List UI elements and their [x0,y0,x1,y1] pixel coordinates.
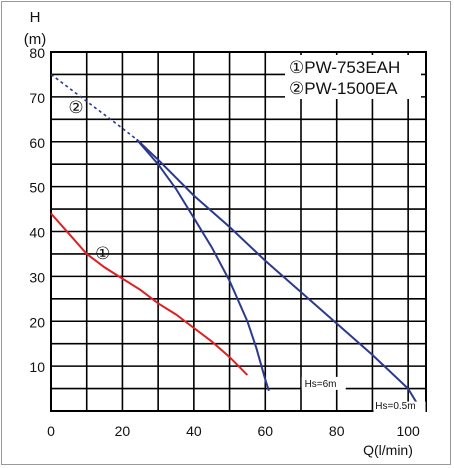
series-1-marker: ① [95,244,110,263]
x-axis-label: Q(l/min) [363,442,413,458]
grid [50,51,427,412]
tick-labels: 0 20 40 60 80 100 10 20 30 40 50 60 70 80 [29,45,420,439]
legend-entry: ②PW-1500EA [289,79,398,98]
series-line-2-branch [135,138,270,392]
x-tick-label: 80 [329,423,345,439]
series-2-marker: ② [68,98,83,117]
plot-border [50,51,427,412]
legend-box [285,55,421,99]
x-tick-label: 100 [396,423,420,439]
y-tick-label: 10 [29,359,45,375]
annotation-hs-0-5m: Hs=0.5m [373,401,426,415]
x-tick-label: 60 [257,423,273,439]
series-line-2-branch [136,138,420,408]
y-tick-label: 40 [29,225,45,241]
series-line-1 [50,212,249,376]
annotation-hs-0-5m-text: Hs=0.5m [375,401,415,412]
y-tick-label: 60 [29,135,45,151]
y-axis-label: H [30,9,41,26]
y-tick-label: 30 [29,269,45,285]
labels: H (m) Q(l/min) ①PW-753EAH ②PW-1500EA ① ② Hs=6m H… [24,9,426,458]
y-tick-label: 20 [29,314,45,330]
curves [50,73,420,408]
annotation-hs-6m: Hs=6m [301,376,346,390]
y-axis-unit: (m) [24,31,47,48]
y-tick-label: 80 [29,45,45,61]
x-tick-label: 0 [47,423,55,439]
annotation-hs-6m-text: Hs=6m [305,379,337,390]
legend-entry: ①PW-753EAH [289,58,400,77]
x-tick-label: 40 [186,423,202,439]
y-tick-label: 70 [29,90,45,106]
x-tick-label: 20 [115,423,131,439]
series-line-2-dashed [50,73,138,141]
y-tick-label: 50 [29,180,45,196]
